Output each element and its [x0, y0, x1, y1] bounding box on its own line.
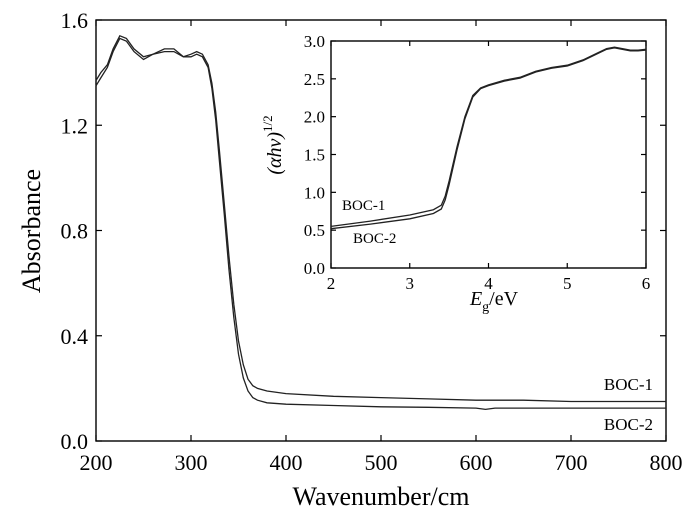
inset-x-tick-label: 4 [484, 274, 493, 293]
inset-label-boc-2: BOC-2 [353, 231, 396, 247]
main-y-ticks: 0.0 0.4 0.8 1.2 1.6 [61, 8, 666, 454]
main-label-boc-2: BOC-2 [604, 415, 653, 434]
inset-label-boc-1: BOC-1 [342, 198, 385, 214]
main-series [95, 34, 666, 411]
main-y-tick-label: 0.0 [61, 429, 89, 454]
main-x-tick-label: 300 [175, 450, 208, 475]
inset-y-axis-title: (αhv)1/2 [260, 115, 286, 174]
main-y-tick-label: 1.6 [61, 8, 89, 33]
main-x-axis-title: Wavenumber/cm [293, 482, 470, 511]
inset-series [330, 46, 647, 230]
inset-series-boc-2 [330, 47, 647, 230]
main-x-tick-label: 500 [365, 450, 398, 475]
inset-x-tick-label: 3 [406, 274, 415, 293]
inset-y-tick-label: 1.5 [304, 146, 325, 165]
inset-series-boc-1 [330, 46, 647, 228]
inset-x-ticks: 2 3 4 5 6 [327, 41, 651, 293]
main-plot: 200 300 400 500 600 700 800 0.0 0.4 0.8 1.2 1.6 Wa… [17, 8, 683, 511]
main-series-boc-2 [95, 37, 666, 411]
inset-y-tick-label: 0.5 [304, 221, 325, 240]
inset-x-axis-title: Eg/eV [469, 288, 519, 315]
inset-y-tick-label: 2.0 [304, 108, 325, 127]
main-label-boc-1: BOC-1 [604, 375, 653, 394]
main-y-axis-title: Absorbance [17, 169, 46, 293]
inset-x-tick-label: 5 [563, 274, 572, 293]
inset-y-tick-label: 2.5 [304, 70, 325, 89]
main-x-ticks: 200 300 400 500 600 700 800 [80, 20, 683, 475]
inset-y-tick-label: 3.0 [304, 32, 325, 51]
inset-y-tick-label: 0.0 [304, 259, 325, 278]
inset-y-tick-label: 1.0 [304, 183, 325, 202]
main-y-tick-label: 0.4 [61, 324, 89, 349]
main-x-tick-label: 800 [650, 450, 683, 475]
inset-x-tick-label: 6 [642, 274, 651, 293]
main-y-tick-label: 0.8 [61, 219, 89, 244]
main-x-tick-label: 400 [270, 450, 303, 475]
main-x-tick-label: 600 [460, 450, 493, 475]
inset-x-tick-label: 2 [327, 274, 336, 293]
main-x-tick-label: 700 [555, 450, 588, 475]
main-y-tick-label: 1.2 [61, 113, 89, 138]
inset-y-ticks: 0.0 0.5 1.0 1.5 2.0 2.5 3.0 [304, 32, 646, 278]
inset-plot: 2 3 4 5 6 0.0 0.5 1.0 1.5 2.0 2.5 3.0 Eg/eV (αhv)1… [260, 32, 650, 315]
main-series-boc-1 [95, 34, 666, 403]
main-x-tick-label: 200 [80, 450, 113, 475]
